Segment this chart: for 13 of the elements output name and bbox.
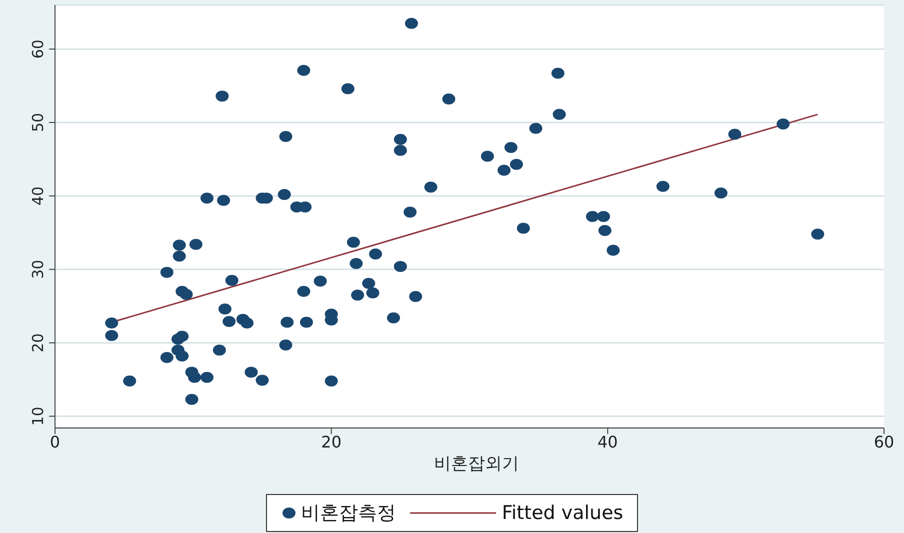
x-tick-label: 0 [50, 432, 60, 452]
y-tick-label: 30 [29, 260, 47, 279]
legend-label: Fitted values [502, 502, 624, 524]
y-tick-label: 50 [29, 112, 47, 132]
y-tick-label: 60 [29, 40, 47, 59]
x-axis-title: 비혼잡외기 [433, 453, 520, 475]
legend-label: 비혼잡측정 [300, 501, 396, 526]
y-tick-label: 20 [29, 333, 47, 352]
y-tick-label: 40 [29, 186, 47, 206]
x-tick-label: 40 [597, 432, 618, 452]
y-tick-label: 10 [29, 406, 47, 426]
x-tick-label: 20 [321, 432, 342, 452]
x-tick-label: 60 [874, 432, 894, 452]
